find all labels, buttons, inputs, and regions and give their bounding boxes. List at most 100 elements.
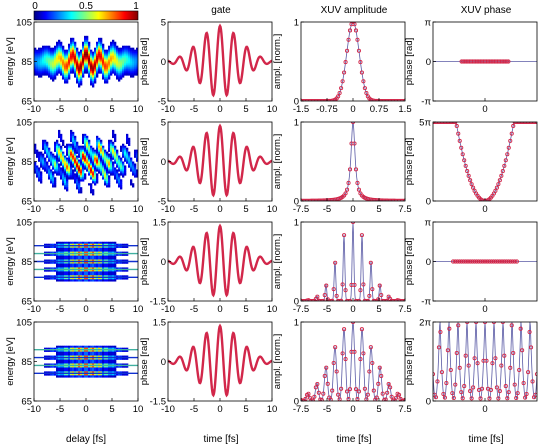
heat-cell: [86, 163, 89, 166]
data-point: [303, 396, 308, 401]
heat-cell: [42, 45, 45, 48]
heat-cell: [98, 67, 101, 70]
heat-cell: [36, 67, 39, 70]
heat-cell: [114, 261, 117, 264]
heat-cell: [112, 67, 115, 70]
data-point: [340, 351, 345, 356]
heat-cell: [70, 49, 73, 52]
heat-cell: [60, 265, 63, 268]
heat-cell: [98, 139, 101, 143]
heat-cell: [56, 163, 59, 166]
data-point: [497, 259, 502, 264]
heat-cell: [46, 243, 49, 246]
heat-cell: [68, 161, 71, 164]
heat-cell: [72, 347, 75, 350]
heat-cell: [118, 355, 121, 358]
heat-cell: [102, 273, 105, 276]
heat-cell: [84, 59, 87, 62]
data-point: [457, 259, 462, 264]
heat-cell: [76, 367, 79, 370]
heat-cell: [112, 41, 115, 45]
heat-cell: [60, 55, 63, 58]
heat-cell: [128, 73, 131, 76]
heat-cell: [54, 169, 57, 172]
heat-cell: [66, 365, 69, 368]
data-point: [367, 293, 372, 298]
x-tick-label: -10: [161, 404, 175, 415]
heat-cell: [90, 357, 93, 360]
heat-cell: [108, 177, 111, 180]
heat-cell: [60, 163, 63, 166]
heat-cell: [106, 369, 109, 372]
heat-cell: [104, 77, 107, 80]
data-point: [364, 91, 369, 96]
data-point: [321, 98, 326, 101]
data-point: [385, 390, 390, 395]
heat-cell: [82, 357, 85, 360]
heat-cell: [62, 177, 65, 180]
heat-cell: [136, 71, 138, 74]
heat-cell: [56, 49, 59, 52]
heat-cell: [100, 55, 103, 58]
heat-cell: [54, 275, 57, 278]
heat-cell: [114, 137, 117, 141]
heat-cell: [50, 55, 53, 58]
heat-cell: [110, 67, 113, 70]
heat-cell: [52, 245, 55, 248]
heat-cell: [122, 161, 125, 164]
heat-cell: [118, 163, 121, 166]
heat-cell: [56, 243, 59, 246]
heat-cell: [86, 277, 89, 280]
heat-cell: [56, 373, 59, 376]
heat-cell: [78, 61, 81, 64]
heat-cell: [66, 179, 69, 182]
heat-cell: [106, 361, 109, 364]
heat-cell: [80, 349, 83, 352]
heat-cell: [98, 269, 101, 272]
heat-cell: [100, 69, 103, 72]
heat-cell: [62, 353, 65, 356]
heat-cell: [86, 273, 89, 276]
heat-cell: [52, 161, 55, 164]
data-point: [376, 381, 381, 386]
heat-cell: [82, 349, 85, 352]
heat-cell: [88, 279, 91, 282]
heat-cell: [122, 155, 125, 158]
heat-cell: [130, 179, 133, 182]
heat-cell: [120, 51, 123, 54]
heat-cell: [94, 261, 97, 264]
heat-cell: [60, 61, 63, 64]
data-point: [331, 360, 336, 366]
heat-cell: [48, 277, 51, 280]
heat-cell: [122, 67, 125, 70]
heat-cell: [46, 147, 49, 150]
heat-cell: [126, 69, 129, 72]
heat-cell: [62, 261, 65, 264]
heat-cell: [126, 245, 129, 248]
heat-cell: [60, 275, 63, 278]
heat-cell: [38, 167, 41, 170]
heat-cell: [104, 53, 107, 56]
heat-cell: [108, 355, 111, 358]
data-point: [441, 391, 446, 397]
heat-cell: [72, 173, 75, 176]
heat-cell: [104, 275, 107, 278]
heat-cell: [104, 63, 107, 66]
heat-cell: [104, 269, 107, 272]
heat-cell: [112, 353, 115, 356]
heat-cell: [76, 149, 79, 152]
heat-cell: [98, 159, 101, 162]
heat-cell: [60, 47, 63, 50]
heat-cell: [42, 165, 45, 168]
heat-cell: [72, 51, 75, 54]
heat-cell: [56, 45, 59, 48]
heat-cell: [88, 261, 91, 264]
heat-cell: [114, 49, 117, 52]
heat-cell: [112, 43, 115, 46]
heat-cell: [92, 161, 95, 164]
heat-cell: [94, 245, 97, 248]
heat-cell: [54, 347, 57, 350]
heat-cell: [70, 163, 73, 166]
heat-cell: [78, 365, 81, 368]
